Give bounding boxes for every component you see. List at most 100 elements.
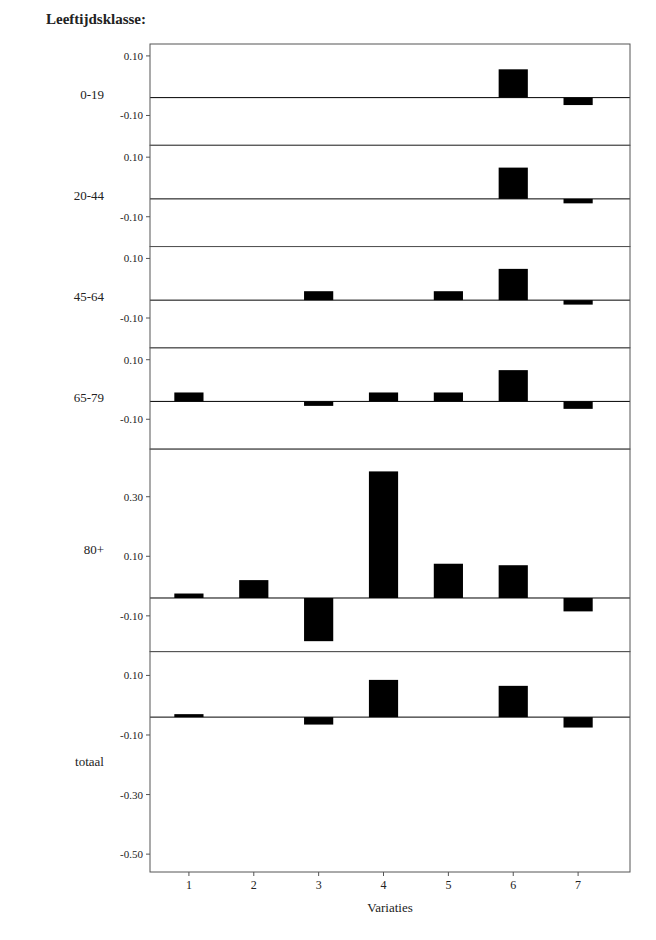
- x-tick: [578, 872, 579, 876]
- bar: [564, 300, 593, 304]
- plot-area: [150, 680, 630, 728]
- x-tick-label: 2: [251, 878, 257, 892]
- y-tick: [146, 216, 150, 217]
- x-tick: [318, 872, 319, 876]
- plot-area: [150, 168, 630, 204]
- panel: 0.10 -0.10 0-19: [80, 44, 630, 145]
- baseline: [150, 198, 630, 199]
- y-tick-label: -0.30: [120, 789, 143, 801]
- bar: [434, 564, 463, 598]
- baseline: [150, 300, 630, 301]
- y-tick-label: 0.10: [124, 252, 144, 264]
- x-axis-label: Variaties: [367, 900, 412, 915]
- baseline: [150, 401, 630, 402]
- x-tick-label: 7: [575, 878, 581, 892]
- bar: [174, 392, 203, 401]
- chart: 0.10-0.100-19Leeftijdsklasse:0.10-0.1020…: [0, 0, 656, 940]
- y-tick: [146, 496, 150, 497]
- x-tick-label: 1: [186, 878, 192, 892]
- bar: [304, 717, 333, 724]
- y-tick: [146, 419, 150, 420]
- y-tick: [146, 854, 150, 855]
- panel: 0.10 -0.10 20-44: [74, 145, 630, 246]
- bar: [499, 370, 528, 401]
- bar: [434, 291, 463, 300]
- frame: [150, 652, 630, 872]
- x-tick-label: 5: [445, 878, 451, 892]
- bar: [499, 269, 528, 300]
- bar: [564, 199, 593, 203]
- y-tick: [146, 359, 150, 360]
- panel-label: 0-19: [80, 87, 104, 102]
- y-tick-label: -0.50: [120, 848, 143, 860]
- y-tick-label: 0.10: [124, 151, 144, 163]
- plot-area: [150, 370, 630, 409]
- bar: [499, 565, 528, 598]
- bar: [369, 392, 398, 401]
- frame: [150, 348, 630, 449]
- x-tick: [253, 872, 254, 876]
- bar: [434, 392, 463, 401]
- plot-area: [150, 69, 630, 105]
- baseline: [150, 97, 630, 98]
- y-tick-label: 0.10: [124, 354, 144, 366]
- panel: 0.10 -0.10 45-64: [74, 247, 630, 348]
- panel-label: 20-44: [74, 188, 105, 203]
- panel: 0.10 -0.10 -0.30 -0.50 1 2 3 4 5 6 7 totaal Variatie…: [75, 652, 630, 915]
- frame: [150, 247, 630, 348]
- bar: [174, 594, 203, 598]
- panel-label: 45-64: [74, 289, 105, 304]
- bar: [239, 580, 268, 598]
- x-tick-label: 3: [316, 878, 322, 892]
- y-tick: [146, 258, 150, 259]
- y-tick-label: -0.10: [120, 109, 143, 121]
- frame: [150, 44, 630, 145]
- bar: [499, 686, 528, 717]
- y-tick-label: -0.10: [120, 610, 143, 622]
- y-tick-label: -0.10: [120, 413, 143, 425]
- bar: [564, 598, 593, 611]
- y-tick: [146, 318, 150, 319]
- bar: [564, 717, 593, 727]
- x-tick: [513, 872, 514, 876]
- panel-label: 65-79: [74, 390, 104, 405]
- y-tick-label: -0.10: [120, 312, 143, 324]
- panel: 0.30 0.10 -0.10 80+: [84, 449, 630, 652]
- y-tick: [146, 675, 150, 676]
- y-tick: [146, 115, 150, 116]
- x-tick: [383, 872, 384, 876]
- baseline: [150, 597, 630, 598]
- bar: [304, 291, 333, 300]
- y-tick-label: -0.10: [120, 729, 143, 741]
- bar: [369, 471, 398, 598]
- bar: [499, 168, 528, 199]
- x-tick: [188, 872, 189, 876]
- baseline: [150, 717, 630, 718]
- panel: 0.10 -0.10 65-79: [74, 348, 630, 449]
- plot-area: [150, 471, 630, 641]
- bar: [369, 680, 398, 717]
- x-tick-label: 6: [510, 878, 516, 892]
- y-tick-label: 0.10: [124, 550, 144, 562]
- bar: [499, 69, 528, 97]
- y-tick: [146, 734, 150, 735]
- frame: [150, 145, 630, 246]
- panel-label: totaal: [75, 754, 104, 769]
- y-tick: [146, 55, 150, 56]
- y-tick-label: -0.10: [120, 211, 143, 223]
- panel-label: 80+: [84, 542, 104, 557]
- title: Leeftijdsklasse:: [46, 11, 146, 27]
- y-tick: [146, 615, 150, 616]
- bar: [564, 401, 593, 408]
- y-tick-label: 0.10: [124, 669, 144, 681]
- y-tick-label: 0.30: [124, 491, 144, 503]
- y-tick: [146, 794, 150, 795]
- y-tick: [146, 157, 150, 158]
- plot-area: [150, 269, 630, 305]
- y-tick-label: 0.10: [124, 50, 144, 62]
- x-tick-label: 4: [381, 878, 387, 892]
- bar: [304, 598, 333, 641]
- bar: [564, 98, 593, 105]
- y-tick: [146, 556, 150, 557]
- bar: [304, 401, 333, 405]
